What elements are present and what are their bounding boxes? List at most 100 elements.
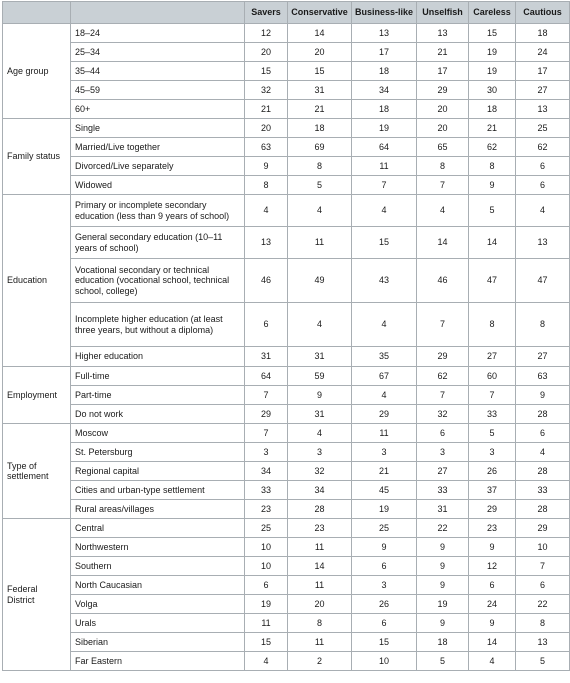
table-row: Far Eastern 4 2 10 5 4 5 — [3, 651, 570, 671]
value-cell: 29 — [351, 404, 417, 424]
row-label: Primary or incomplete secondary educatio… — [70, 194, 245, 227]
row-label: Urals — [70, 613, 245, 633]
value-cell: 3 — [468, 442, 516, 462]
table-row: St. Petersburg 3 3 3 3 3 4 — [3, 442, 570, 462]
row-label: Married/Live together — [70, 137, 245, 157]
value-cell: 34 — [244, 461, 288, 481]
group-label: Employment — [2, 366, 71, 424]
value-cell: 69 — [287, 137, 352, 157]
value-cell: 8 — [244, 175, 288, 195]
group-label: Age group — [2, 23, 71, 119]
value-cell: 21 — [468, 118, 516, 138]
value-cell: 27 — [468, 346, 516, 367]
value-cell: 19 — [468, 61, 516, 81]
value-cell: 9 — [468, 613, 516, 633]
value-cell: 49 — [287, 258, 352, 303]
value-cell: 7 — [244, 385, 288, 405]
value-cell: 4 — [351, 302, 417, 347]
value-cell: 62 — [468, 137, 516, 157]
value-cell: 6 — [351, 556, 417, 576]
value-cell: 14 — [468, 632, 516, 652]
value-cell: 9 — [287, 385, 352, 405]
value-cell: 10 — [244, 556, 288, 576]
value-cell: 11 — [244, 613, 288, 633]
value-cell: 20 — [244, 42, 288, 62]
value-cell: 20 — [244, 118, 288, 138]
table-row: Do not work 29 31 29 32 33 28 — [3, 404, 570, 424]
table-row: 45–59 32 31 34 29 30 27 — [3, 80, 570, 100]
value-cell: 6 — [515, 156, 570, 176]
value-cell: 23 — [244, 499, 288, 519]
column-header: Cautious — [515, 1, 570, 24]
value-cell: 22 — [515, 594, 570, 614]
table-row: Family status Single 20 18 19 20 21 25 — [2, 118, 570, 195]
value-cell: 8 — [287, 156, 352, 176]
value-cell: 45 — [351, 480, 417, 500]
column-header: Careless — [468, 1, 516, 24]
value-cell: 20 — [416, 99, 469, 119]
value-cell: 23 — [468, 518, 516, 538]
value-cell: 47 — [468, 258, 516, 303]
value-cell: 6 — [416, 423, 469, 443]
value-cell: 19 — [416, 594, 469, 614]
value-cell: 4 — [351, 385, 417, 405]
row-label: Higher education — [70, 346, 245, 367]
table-row: 35–44 15 15 18 17 19 17 — [3, 61, 570, 81]
value-cell: 6 — [515, 175, 570, 195]
row-label: Full-time — [70, 366, 245, 386]
value-cell: 37 — [468, 480, 516, 500]
value-cell: 7 — [416, 175, 469, 195]
value-cell: 11 — [287, 632, 352, 652]
row-label: 25–34 — [70, 42, 245, 62]
value-cell: 63 — [244, 137, 288, 157]
value-cell: 5 — [515, 651, 570, 671]
value-cell: 24 — [468, 594, 516, 614]
value-cell: 14 — [287, 556, 352, 576]
value-cell: 9 — [244, 156, 288, 176]
value-cell: 19 — [351, 118, 417, 138]
value-cell: 17 — [416, 61, 469, 81]
header-corner-group — [2, 1, 71, 24]
value-cell: 9 — [416, 575, 469, 595]
value-cell: 34 — [351, 80, 417, 100]
value-cell: 7 — [515, 556, 570, 576]
value-cell: 4 — [515, 442, 570, 462]
row-label: 60+ — [70, 99, 245, 119]
value-cell: 15 — [244, 632, 288, 652]
value-cell: 11 — [351, 423, 417, 443]
value-cell: 26 — [468, 461, 516, 481]
table-row: Volga 19 20 26 19 24 22 — [3, 594, 570, 614]
value-cell: 34 — [287, 480, 352, 500]
value-cell: 29 — [244, 404, 288, 424]
column-header: Unselfish — [416, 1, 469, 24]
row-label: Moscow — [70, 423, 245, 443]
value-cell: 62 — [416, 366, 469, 386]
row-label: Incomplete higher education (at least th… — [70, 302, 245, 347]
value-cell: 17 — [351, 42, 417, 62]
value-cell: 29 — [416, 346, 469, 367]
row-label: 35–44 — [70, 61, 245, 81]
table-row: Part-time 7 9 4 7 7 9 — [3, 385, 570, 405]
value-cell: 32 — [244, 80, 288, 100]
table-row: General secondary education (10–11 years… — [3, 226, 570, 259]
value-cell: 33 — [416, 480, 469, 500]
row-label: St. Petersburg — [70, 442, 245, 462]
table-row: Married/Live together 63 69 64 65 62 62 — [3, 137, 570, 157]
value-cell: 6 — [515, 423, 570, 443]
row-label: Do not work — [70, 404, 245, 424]
value-cell: 6 — [515, 575, 570, 595]
value-cell: 32 — [287, 461, 352, 481]
value-cell: 6 — [351, 613, 417, 633]
value-cell: 35 — [351, 346, 417, 367]
value-cell: 62 — [515, 137, 570, 157]
value-cell: 15 — [351, 226, 417, 259]
table-row: Northwestern 10 11 9 9 9 10 — [3, 537, 570, 557]
row-label: Single — [70, 118, 245, 138]
demographics-table: Savers Conservative Business-like Unselfish… — [2, 1, 570, 671]
value-cell: 5 — [468, 194, 516, 227]
table-row: Vocational secondary or technical educat… — [3, 258, 570, 303]
value-cell: 8 — [468, 302, 516, 347]
value-cell: 31 — [287, 404, 352, 424]
value-cell: 31 — [244, 346, 288, 367]
value-cell: 33 — [244, 480, 288, 500]
